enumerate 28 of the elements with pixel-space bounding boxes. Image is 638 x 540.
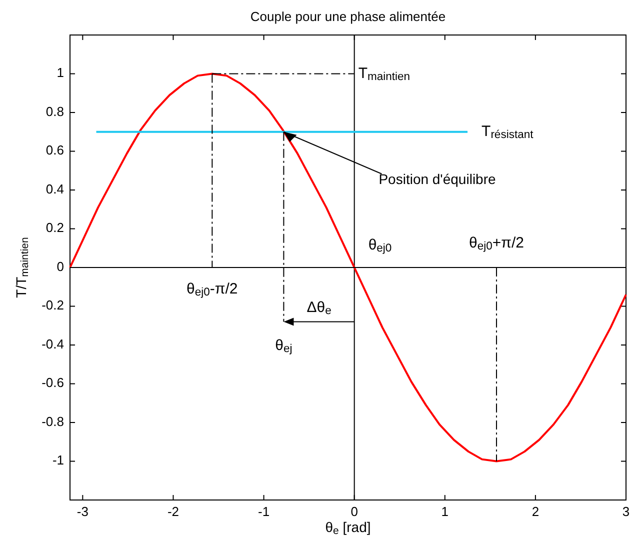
y-tick-label: -0.8 <box>42 414 64 429</box>
annotation: Position d'équilibre <box>378 170 496 187</box>
y-tick-label: 0.2 <box>46 220 64 236</box>
annotation: T$_{résistant}$ <box>482 122 534 142</box>
x-tick-label: 1 <box>441 504 449 519</box>
x-tick-label: 2 <box>532 504 540 519</box>
y-tick-label: 1 <box>56 65 64 80</box>
y-tick-label: 0.8 <box>46 104 64 119</box>
x-axis-title: θ$_{e}$ [rad] <box>325 518 371 538</box>
x-tick-label: -3 <box>76 504 88 519</box>
chart-title: Couple pour une phase alimentée <box>250 9 446 24</box>
y-tick-label: 0 <box>56 258 64 274</box>
x-tick-label: 0 <box>350 504 358 519</box>
y-tick-label: -1 <box>52 452 64 468</box>
y-tick-label: -0.4 <box>42 336 64 352</box>
x-tick-label: -2 <box>167 504 180 519</box>
y-tick-label: 0.6 <box>46 142 64 158</box>
annotation: θ$_{ej0}$+π/2 <box>469 234 524 253</box>
y-tick-label: 0.4 <box>46 181 64 196</box>
y-tick-label: -0.2 <box>42 298 64 313</box>
annotation: θ$_{ej0}$-π/2 <box>186 280 238 299</box>
annotation: θ$_{ej}$ <box>275 336 292 356</box>
annotation: Δθ$_{e}$ <box>306 298 332 318</box>
y-tick-label: -0.6 <box>42 375 64 390</box>
annotation: T$_{maintien}$ <box>358 64 410 84</box>
x-tick-label: -1 <box>258 504 270 519</box>
x-tick-label: 3 <box>622 504 630 519</box>
annotation: θ$_{ej0}$ <box>368 236 392 255</box>
